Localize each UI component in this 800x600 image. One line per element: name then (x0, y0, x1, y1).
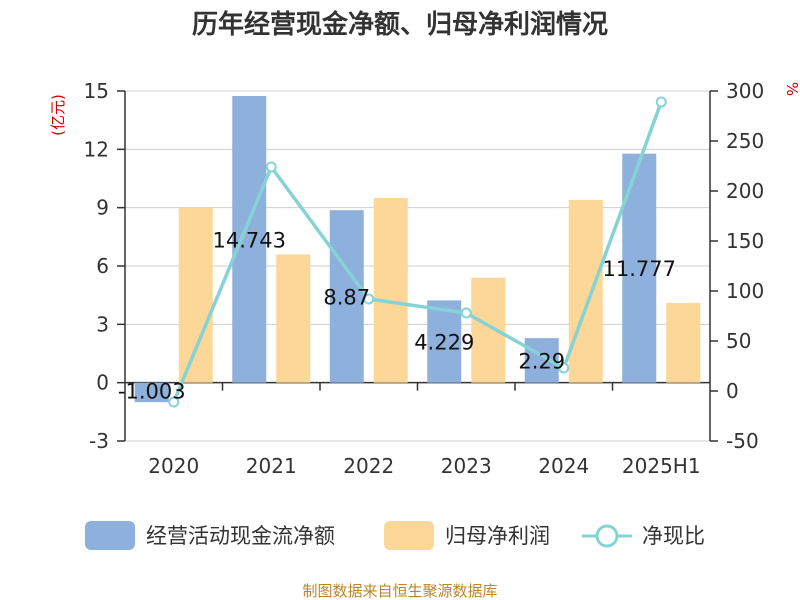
left-tick-label: 12 (84, 137, 109, 161)
chart-title: 历年经营现金净额、归母净利润情况 (192, 9, 608, 40)
bar-cashflow (134, 382, 169, 403)
legend-swatch-profit (384, 521, 434, 550)
ratio-line (168, 96, 667, 408)
cashflow-data-label: 8.87 (323, 285, 370, 309)
right-tick-label: 300 (726, 79, 764, 103)
bar-profit (178, 207, 213, 383)
ratio-point (265, 161, 277, 173)
category-label: 2021 (246, 454, 297, 478)
bar-cashflow (329, 210, 364, 383)
category-label: 2022 (343, 454, 394, 478)
left-axis-unit: (亿元) (49, 94, 67, 136)
left-tick-label: 0 (96, 371, 109, 395)
bar-cashflow (232, 95, 267, 383)
ratio-point (168, 396, 180, 408)
legend-swatch-cashflow (85, 521, 135, 550)
left-tick-label: -3 (89, 429, 109, 453)
right-tick-label: 200 (726, 179, 764, 203)
right-tick-label: 100 (726, 279, 764, 303)
bars (134, 95, 701, 403)
left-tick-label: 3 (96, 312, 109, 336)
right-tick-label: 0 (726, 379, 739, 403)
right-tick-label: 150 (726, 229, 764, 253)
ratio-point (460, 307, 472, 319)
ratio-point (558, 362, 570, 374)
ratio-point (655, 96, 667, 108)
right-tick-label: 50 (726, 329, 751, 353)
category-label: 2023 (441, 454, 492, 478)
right-axis-unit: % (783, 82, 800, 96)
category-label: 2020 (148, 454, 199, 478)
ratio-point (363, 293, 375, 305)
cashflow-data-label: 4.229 (414, 331, 474, 355)
ratio-line-path (172, 101, 663, 403)
left-tick-label: 6 (96, 254, 109, 278)
bar-profit (373, 197, 408, 383)
cashflow-data-label: 11.777 (603, 257, 676, 281)
source-note: 制图数据来自恒生聚源数据库 (302, 582, 497, 600)
bar-profit (568, 199, 603, 383)
axes: -3 0 3 6 9 12 15 -50 0 50 100 150 200 250 300 2020 2021 2… (84, 79, 765, 478)
cashflow-data-label: 14.743 (213, 228, 286, 252)
legend-marker-ratio (595, 524, 619, 548)
right-tick-label: 250 (726, 129, 764, 153)
bar-profit (276, 254, 311, 383)
legend: 经营活动现金流净额 归母净利润 净现比 (85, 521, 705, 550)
left-tick-label: 15 (84, 79, 109, 103)
category-label: 2025H1 (622, 454, 701, 478)
left-tick-label: 9 (96, 196, 109, 220)
legend-label-profit: 归母净利润 (445, 524, 550, 548)
bar-profit (666, 302, 701, 383)
data-labels: -1.003 14.743 8.87 4.229 2.29 11.777 (118, 228, 676, 403)
legend-label-cashflow: 经营活动现金流净额 (146, 524, 335, 548)
bar-cashflow (427, 300, 462, 383)
cashflow-data-label: -1.003 (118, 380, 186, 404)
cashflow-data-label: 2.29 (518, 349, 565, 373)
category-label: 2024 (538, 454, 589, 478)
right-tick-label: -50 (726, 429, 759, 453)
legend-label-ratio: 净现比 (642, 524, 705, 548)
